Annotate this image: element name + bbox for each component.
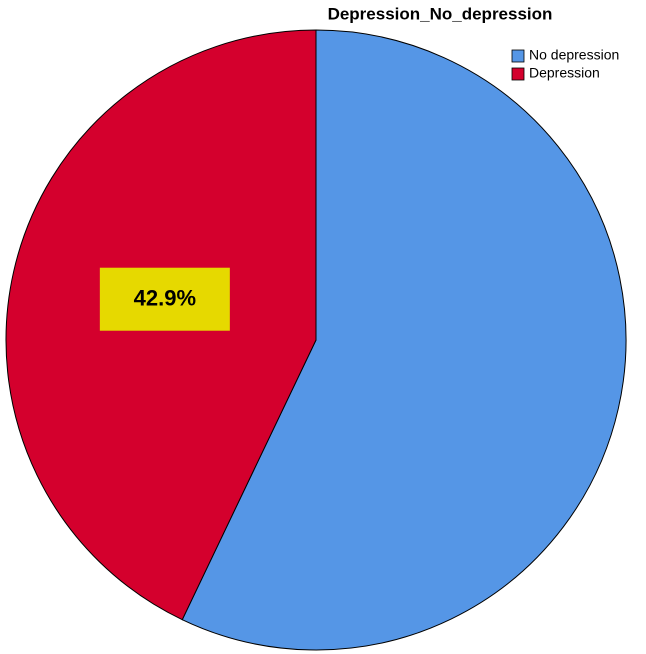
- chart-title: Depression_No_depression: [328, 4, 553, 23]
- pie-slice: [181, 29, 627, 651]
- label-box: [99, 267, 230, 331]
- legend-swatch: [511, 49, 525, 63]
- legend-swatch: [511, 67, 525, 81]
- legend-label: Depression: [529, 65, 600, 81]
- data-label: 42.9%: [134, 286, 196, 311]
- legend-label: No depression: [529, 47, 619, 63]
